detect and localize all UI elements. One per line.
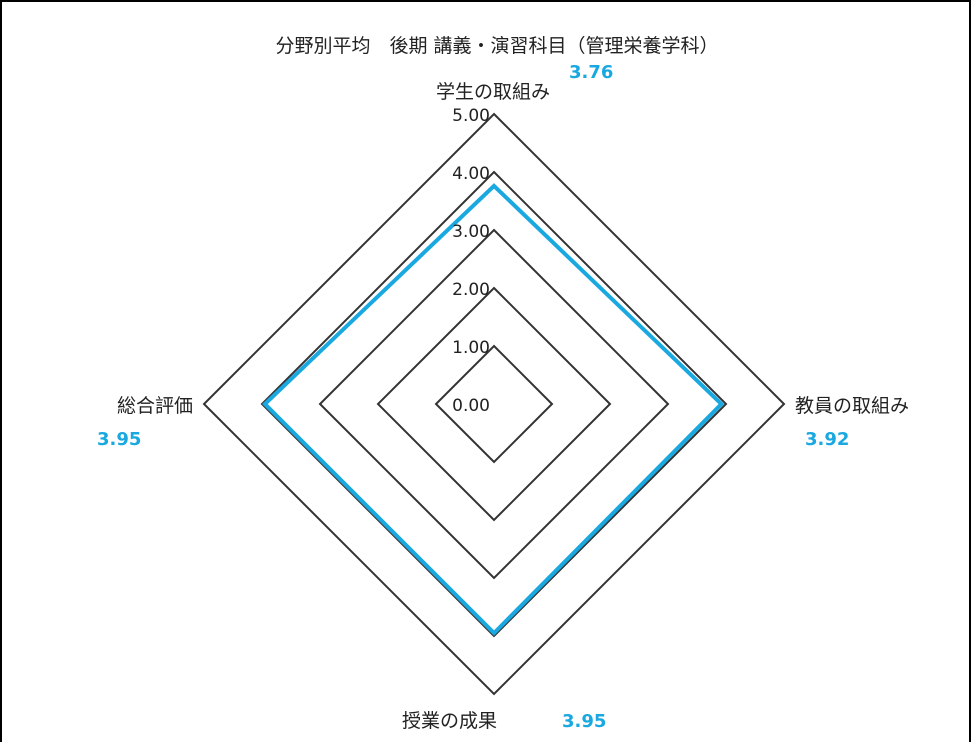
- tick-label-2: 2.00: [452, 280, 490, 300]
- axis-label-student-effort: 学生の取組み: [436, 81, 550, 103]
- tick-label-4: 4.00: [452, 164, 490, 184]
- tick-label-0: 0.00: [452, 396, 490, 416]
- series-line-0: [262, 183, 725, 636]
- radar-tick-labels: 0.00 1.00 2.00 3.00 4.00 5.00: [452, 106, 490, 416]
- tick-label-5: 5.00: [452, 106, 490, 126]
- grid-ring-2: [376, 286, 612, 522]
- tick-label-1: 1.00: [452, 338, 490, 358]
- axis-label-class-outcome: 授業の成果: [402, 710, 497, 732]
- radar-grid: [202, 112, 786, 696]
- axis-label-overall-rating: 総合評価: [117, 395, 193, 417]
- grid-ring-1: [434, 344, 554, 464]
- radar-series: [262, 183, 725, 636]
- value-label-teacher-effort: 3.92: [805, 429, 849, 450]
- chart-title: 分野別平均 後期 講義・演習科目（管理栄養学科）: [275, 35, 718, 57]
- axis-label-teacher-effort: 教員の取組み: [795, 395, 909, 417]
- value-label-overall-rating: 3.95: [97, 429, 141, 450]
- value-label-class-outcome: 3.95: [562, 711, 606, 732]
- grid-ring-3: [318, 228, 670, 580]
- tick-label-3: 3.00: [452, 222, 490, 242]
- grid-ring-4: [260, 170, 728, 638]
- value-label-student-effort: 3.76: [569, 62, 613, 83]
- grid-ring-5: [202, 112, 786, 696]
